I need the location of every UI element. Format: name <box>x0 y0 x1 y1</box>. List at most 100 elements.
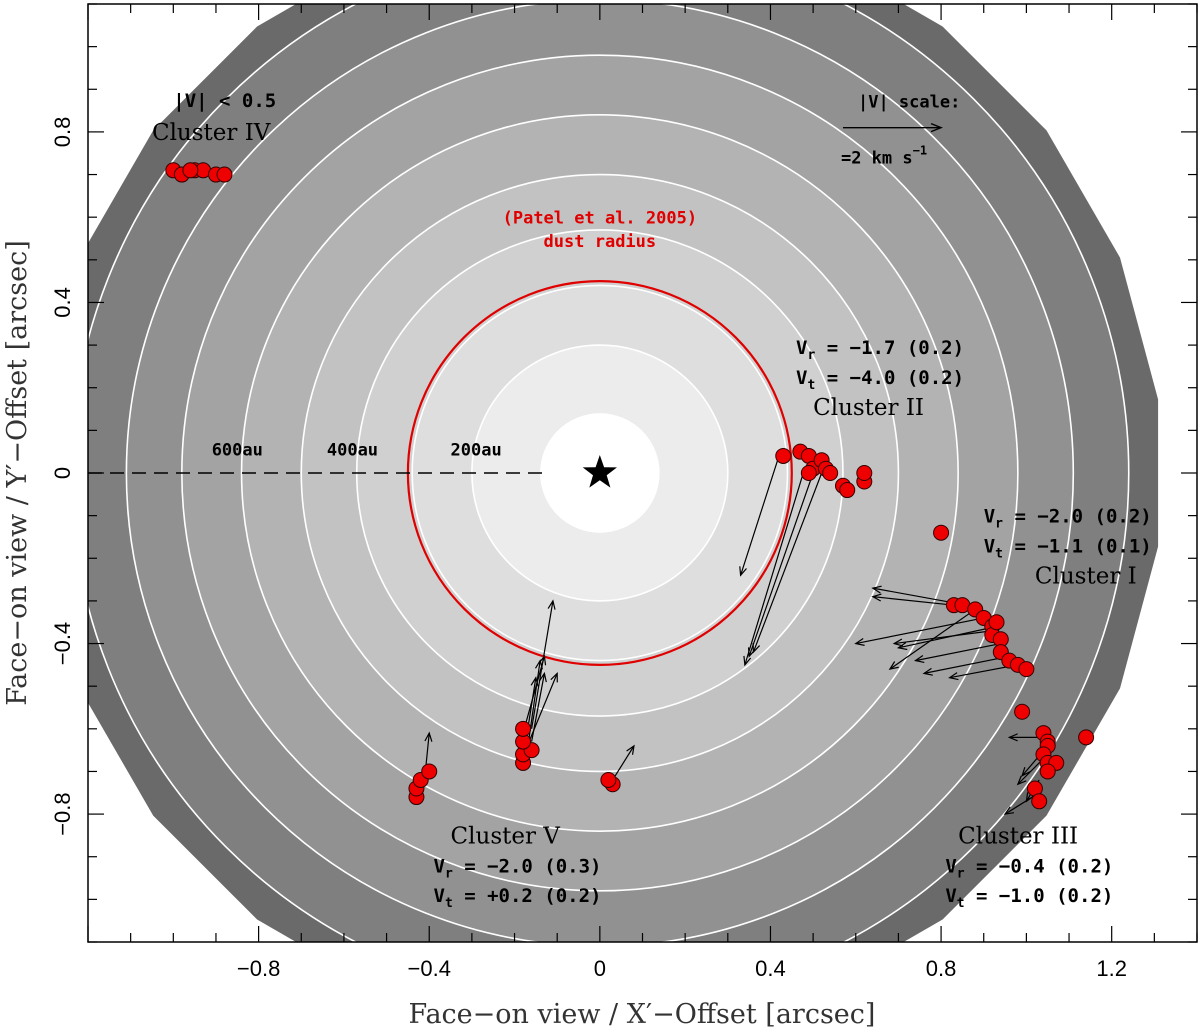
maser-points <box>165 162 1095 810</box>
velocity-arrowhead <box>1007 733 1018 742</box>
axis-ticks: −0.8 −0.4 0 0.4 0.8 1.2 −0.8 −0.4 0 0.4 0.8 <box>50 3 1198 981</box>
scale-bar-value: =2 km s−1 <box>841 144 927 169</box>
au-scale-marker: 600au 400au 200au <box>88 441 545 474</box>
velocity-arrow <box>740 455 780 576</box>
maser-point <box>988 614 1005 631</box>
maser-point <box>856 465 873 481</box>
velocity-arrow <box>898 625 997 649</box>
y-tick-label: −0.8 <box>50 792 75 835</box>
au-label: 600au <box>212 441 263 461</box>
velocity-arrowhead <box>1021 766 1031 777</box>
y-tick-label: −0.4 <box>50 622 75 665</box>
velocity-arrow <box>889 608 976 670</box>
dust-radius-label: dust radius <box>544 232 657 252</box>
velocity-arrowhead <box>547 599 556 610</box>
velocity-arrow <box>526 660 541 751</box>
cluster-velocity-label: Vr = −1.7 (0.2) <box>796 337 964 363</box>
velocity-arrow <box>612 745 635 781</box>
cluster-velocity-label: Vr = −2.0 (0.3) <box>433 855 601 881</box>
velocity-arrowhead <box>743 655 752 667</box>
velocity-arrow <box>855 617 984 645</box>
velocity-arrow <box>522 656 545 734</box>
cluster-name: Cluster I <box>1035 563 1137 589</box>
cluster-name: Cluster IV <box>152 120 271 146</box>
velocity-arrowhead <box>854 637 865 646</box>
velocity-arrow <box>872 596 954 606</box>
y-tick-label: 0.4 <box>50 287 75 318</box>
velocity-arrowhead <box>896 642 908 651</box>
cluster-name: Cluster V <box>451 823 561 849</box>
cluster-velocity-label: Vt = +0.2 (0.2) <box>433 885 601 911</box>
star-symbol <box>582 455 617 488</box>
maser-point <box>839 482 856 499</box>
cluster-velocity-label: Vt = −1.1 (0.1) <box>984 535 1152 561</box>
cluster-name: Cluster II <box>813 395 924 421</box>
velocity-arrow <box>894 630 993 645</box>
velocity-arrowhead <box>626 744 635 755</box>
x-tick-label: 0.8 <box>926 956 957 981</box>
cluster-velocity-label: |V| < 0.5 <box>173 90 276 112</box>
y-tick-label: 0 <box>50 467 75 479</box>
velocity-arrowhead <box>888 661 899 671</box>
velocity-arrowhead <box>1016 775 1027 786</box>
maser-point <box>822 465 839 481</box>
cluster-annotations: Cluster IVt = −1.1 (0.1) Vr = −2.0 (0.2) C… <box>152 90 1152 911</box>
maser-point <box>216 166 233 183</box>
maser-point <box>1031 793 1048 810</box>
velocity-arrowhead <box>538 654 547 666</box>
velocity-arrow <box>915 642 1001 662</box>
velocity-arrowhead <box>538 671 547 683</box>
star-marker <box>582 455 617 488</box>
cluster-velocity-label: Vt = −4.0 (0.2) <box>796 367 964 393</box>
maser-point <box>1018 661 1035 678</box>
maser-point <box>515 720 532 737</box>
velocity-arrow <box>923 655 1010 674</box>
plot-area: dust radius (Patel et al. 2005) 600au 400a… <box>88 4 1159 942</box>
velocity-arrow <box>1017 758 1044 785</box>
velocity-arrowhead <box>892 638 903 647</box>
au-label: 200au <box>451 441 502 461</box>
background-rings <box>88 4 1159 942</box>
x-tick-label: 1.2 <box>1096 956 1127 981</box>
velocity-arrowhead <box>1003 806 1015 815</box>
velocity-arrowhead <box>913 655 925 663</box>
scale-bar-title: |V| scale: <box>858 93 960 113</box>
scale-bar-arrowhead <box>930 122 943 133</box>
au-label: 400au <box>327 441 378 461</box>
x-tick-label: 0 <box>594 956 606 981</box>
velocity-vectors <box>424 455 1049 815</box>
velocity-arrowhead <box>948 672 959 681</box>
velocity-arrowhead <box>739 566 747 577</box>
velocity-arrowhead <box>871 585 882 594</box>
maser-point <box>421 763 438 780</box>
cluster-velocity-label: Vr = −2.0 (0.2) <box>984 506 1152 532</box>
velocity-arrowhead <box>550 671 558 683</box>
velocity-arrow <box>752 472 823 653</box>
maser-point <box>1039 763 1056 780</box>
y-tick-label: 0.8 <box>50 117 75 148</box>
maser-point <box>800 465 817 481</box>
velocity-arrow <box>744 468 806 666</box>
maser-point <box>182 162 199 179</box>
cluster-velocity-label: Vt = −1.0 (0.2) <box>945 885 1113 911</box>
x-tick-label: −0.4 <box>408 956 451 981</box>
velocity-arrowhead <box>871 593 882 602</box>
velocity-arrow <box>526 673 558 747</box>
velocity-scale-bar: |V| scale: =2 km s−1 <box>841 93 960 169</box>
dust-reference-label: (Patel et al. 2005) <box>503 209 697 229</box>
x-tick-label: −0.8 <box>237 956 280 981</box>
maser-point <box>1078 729 1095 746</box>
x-tick-label: 0.4 <box>755 956 786 981</box>
maser-point <box>1014 703 1031 720</box>
cluster-name: Cluster III <box>958 823 1078 849</box>
velocity-arrow <box>531 600 554 729</box>
velocity-arrow <box>748 472 814 657</box>
cluster-velocity-label: Vr = −0.4 (0.2) <box>945 855 1113 881</box>
maser-point <box>933 524 950 541</box>
velocity-arrowhead <box>922 667 933 676</box>
x-axis-label: Face−on view / X′−Offset [arcsec] <box>409 999 876 1030</box>
maser-point <box>775 447 792 464</box>
velocity-arrowhead <box>424 731 433 742</box>
